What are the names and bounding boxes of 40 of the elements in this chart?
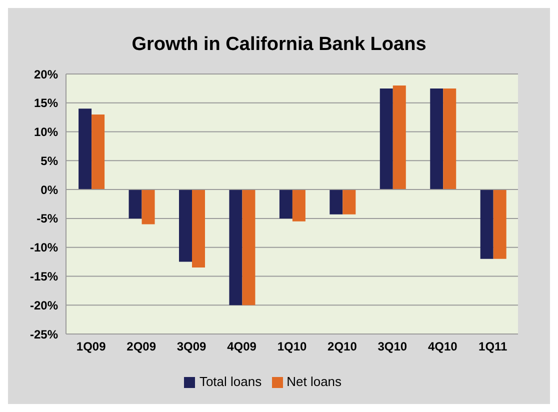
bar xyxy=(443,88,456,190)
chart-title: Growth in California Bank Loans xyxy=(130,33,428,57)
bar xyxy=(242,190,256,306)
y-tick-label: -25% xyxy=(30,327,58,342)
x-tick-label: 1Q10 xyxy=(277,340,307,354)
bar xyxy=(430,88,444,190)
bar xyxy=(128,190,142,218)
bar xyxy=(142,190,155,224)
bar xyxy=(229,190,242,306)
y-tick-label: 5% xyxy=(40,154,58,168)
x-tick-label: 3Q10 xyxy=(378,340,408,354)
bar xyxy=(493,190,506,259)
y-tick-label: -20% xyxy=(30,298,58,312)
y-tick-label: 20% xyxy=(34,67,58,82)
bar xyxy=(179,190,192,262)
bar xyxy=(392,86,406,190)
x-tick-label: 4Q10 xyxy=(428,340,458,354)
bar xyxy=(292,190,306,222)
x-tick-label: 3Q09 xyxy=(176,340,207,354)
y-tick-label: -5% xyxy=(36,212,58,226)
bar xyxy=(78,108,92,190)
x-tick-label: 1Q09 xyxy=(76,340,106,354)
x-tick-label: 1Q11 xyxy=(478,340,508,354)
bar xyxy=(279,190,292,218)
bar xyxy=(480,190,494,259)
x-tick-label: 2Q10 xyxy=(328,340,358,354)
x-tick-label: 2Q09 xyxy=(126,340,156,354)
y-tick-label: 0% xyxy=(40,182,58,197)
bar xyxy=(92,114,105,190)
y-tick-label: -15% xyxy=(30,269,58,284)
bar xyxy=(330,190,343,214)
bar xyxy=(342,190,356,214)
bar xyxy=(380,88,393,190)
y-tick-label: -10% xyxy=(30,240,58,255)
legend-label: Total loans xyxy=(199,374,262,389)
x-tick-label: 4Q09 xyxy=(227,340,257,354)
y-tick-label: 10% xyxy=(34,125,58,140)
legend-label: Net loans xyxy=(286,374,342,389)
y-tick-label: 15% xyxy=(34,96,58,110)
bar xyxy=(192,190,205,268)
